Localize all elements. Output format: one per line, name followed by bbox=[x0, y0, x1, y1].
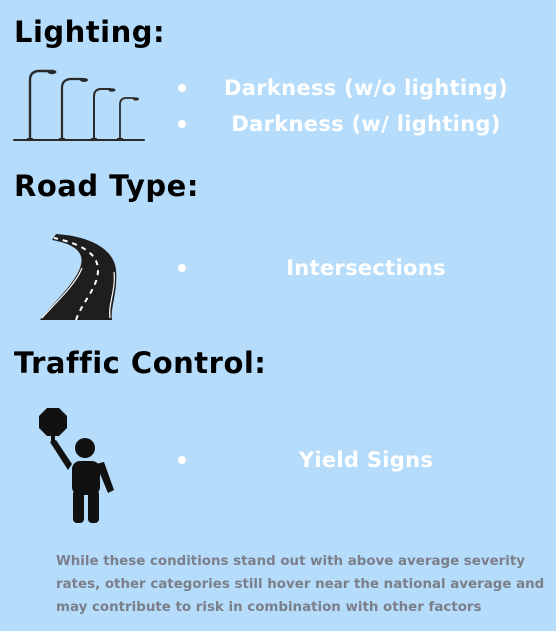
lighting-list: Darkness (w/o lighting) Darkness (w/ lig… bbox=[176, 70, 556, 142]
list-item-label: Intersections bbox=[286, 256, 446, 280]
traffic-control-heading: Traffic Control: bbox=[14, 346, 267, 380]
list-item-label: Darkness (w/o lighting) bbox=[224, 76, 508, 100]
footnote-text: While these conditions stand out with ab… bbox=[56, 554, 545, 615]
list-item: Darkness (w/o lighting) bbox=[176, 70, 556, 106]
bullet-icon bbox=[178, 264, 186, 272]
list-item: Darkness (w/ lighting) bbox=[176, 106, 556, 142]
street-lights-icon bbox=[13, 69, 145, 142]
lighting-heading: Lighting: bbox=[14, 15, 166, 49]
bullet-icon bbox=[178, 456, 186, 464]
road-type-heading: Road Type: bbox=[14, 169, 199, 203]
list-item-label: Darkness (w/ lighting) bbox=[231, 112, 501, 136]
list-item: Intersections bbox=[176, 250, 556, 286]
list-item: Yield Signs bbox=[176, 442, 556, 478]
traffic-control-list: Yield Signs bbox=[176, 442, 556, 478]
road-type-list: Intersections bbox=[176, 250, 556, 286]
bullet-icon bbox=[178, 120, 186, 128]
bullet-icon bbox=[178, 84, 186, 92]
winding-road-icon bbox=[40, 234, 117, 321]
list-item-label: Yield Signs bbox=[298, 448, 434, 472]
stop-sign-person-icon bbox=[39, 408, 114, 523]
